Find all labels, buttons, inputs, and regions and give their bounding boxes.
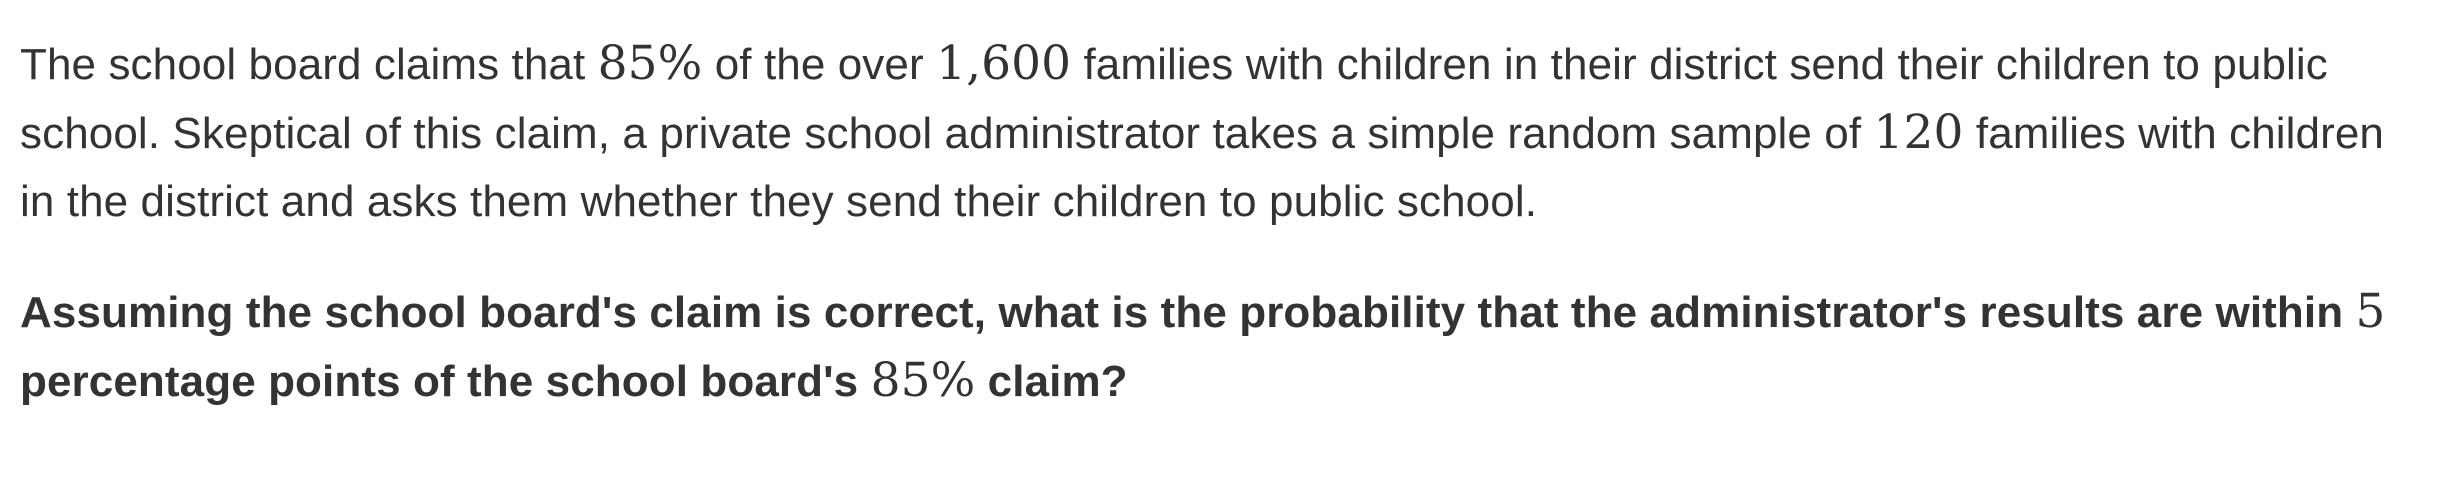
question-prompt: Assuming the school board's claim is cor… (20, 278, 2420, 416)
claim-percentage: 85% (597, 36, 703, 91)
question-text-2: percentage points of the school board's (20, 357, 871, 406)
question-text-3: claim? (975, 357, 1128, 406)
question-text-1: Assuming the school board's claim is cor… (20, 288, 2356, 337)
family-count: 1,600 (936, 36, 1072, 91)
margin-points: 5 (2355, 284, 2386, 339)
problem-content: The school board claims that 85% of the … (20, 30, 2420, 416)
problem-text-1: The school board claims that (20, 40, 598, 89)
problem-text-4: families with children in the district a… (20, 109, 2384, 226)
problem-text-2: of the over (702, 40, 937, 89)
claim-percentage-repeat: 85% (870, 353, 976, 408)
problem-statement: The school board claims that 85% of the … (20, 30, 2420, 236)
sample-size: 120 (1873, 105, 1964, 160)
problem-text-3: families with children in their district… (20, 40, 2328, 158)
